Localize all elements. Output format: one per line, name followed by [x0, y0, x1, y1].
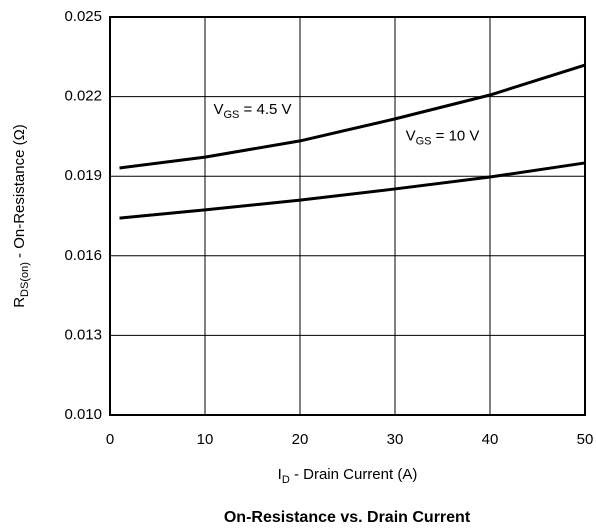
y-tick-label: 0.019: [64, 167, 102, 184]
y-axis-label-part: R: [11, 297, 28, 308]
series-line: [119, 161, 586, 220]
series-label-part: GS: [416, 135, 432, 147]
x-tick-label: 40: [482, 431, 499, 448]
series-label: VGS = 4.5 V: [213, 101, 291, 121]
x-tick-label: 30: [387, 431, 404, 448]
series-label-part: GS: [223, 109, 239, 121]
x-axis-label: ID - Drain Current (A): [278, 466, 418, 486]
y-axis-label: RDS(on) - On-Resistance (Ω): [11, 124, 31, 308]
series-label-part: V: [406, 127, 416, 144]
x-tick-label: 50: [577, 431, 594, 448]
series-line: [119, 63, 586, 170]
y-tick-label: 0.010: [64, 406, 102, 423]
plot-frame: [109, 16, 586, 416]
x-axis-label-part: I: [278, 466, 282, 483]
x-tick-label: 20: [292, 431, 309, 448]
x-axis-label-part: - Drain Current (A): [290, 466, 418, 483]
x-tick-label: 0: [106, 431, 114, 448]
y-tick-label: 0.022: [64, 88, 102, 105]
label-background: [210, 100, 295, 121]
series-label-part: = 10 V: [431, 127, 479, 144]
series-label-part: V: [213, 101, 223, 118]
x-tick-label: 10: [197, 431, 214, 448]
y-tick-label: 0.025: [64, 8, 102, 25]
series-label-part: = 4.5 V: [239, 101, 291, 118]
y-tick-label: 0.013: [64, 326, 102, 343]
y-tick-label: 0.016: [64, 247, 102, 264]
chart-title: On-Resistance vs. Drain Current: [224, 509, 471, 526]
y-axis-label-part: - On-Resistance (Ω): [11, 124, 28, 262]
series-label: VGS = 10 V: [406, 127, 480, 147]
label-background: [402, 127, 483, 148]
x-axis-label-part: D: [282, 474, 290, 486]
y-axis-label-part: DS(on): [19, 262, 31, 297]
